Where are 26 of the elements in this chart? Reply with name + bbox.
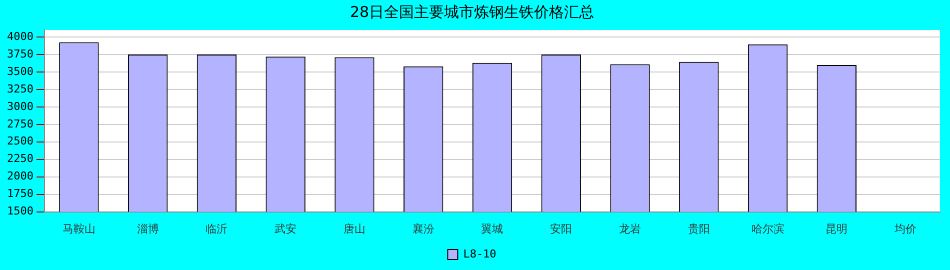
legend-label: L8-10 [463, 247, 496, 260]
y-tick-label: 3250 [6, 82, 34, 96]
x-tick-label: 哈尔滨 [751, 222, 784, 236]
x-tick-label: 淄博 [136, 222, 159, 236]
y-tick-label: 3750 [6, 47, 34, 60]
y-tick-label: 3000 [6, 100, 34, 113]
y-tick-label: 2750 [6, 117, 34, 130]
y-tick-label: 1500 [6, 204, 34, 218]
x-tick-label: 龙岩 [619, 222, 642, 236]
x-tick-label: 襄汾 [412, 222, 434, 236]
x-tick-label: 翼城 [481, 222, 504, 236]
x-tick-label: 马鞍山 [62, 222, 96, 236]
y-tick-label: 2000 [6, 170, 34, 183]
x-tick-label: 昆明 [826, 222, 848, 236]
x-tick-label: 均价 [894, 222, 917, 236]
y-tick-label: 3500 [6, 64, 34, 78]
y-tick-label: 1750 [6, 187, 34, 200]
x-tick-label: 安阳 [550, 222, 572, 236]
x-tick-label: 唐山 [343, 222, 366, 236]
x-tick-label: 贵阳 [688, 222, 710, 236]
x-tick-label: 临沂 [206, 222, 228, 236]
y-tick-label: 4000 [6, 30, 34, 43]
x-tick-label: 武安 [274, 222, 297, 236]
y-tick-label: 2500 [6, 134, 34, 148]
chart-title: 28日全国主要城市炼钢生铁价格汇总 [350, 2, 594, 21]
y-tick-label: 2250 [6, 152, 34, 166]
